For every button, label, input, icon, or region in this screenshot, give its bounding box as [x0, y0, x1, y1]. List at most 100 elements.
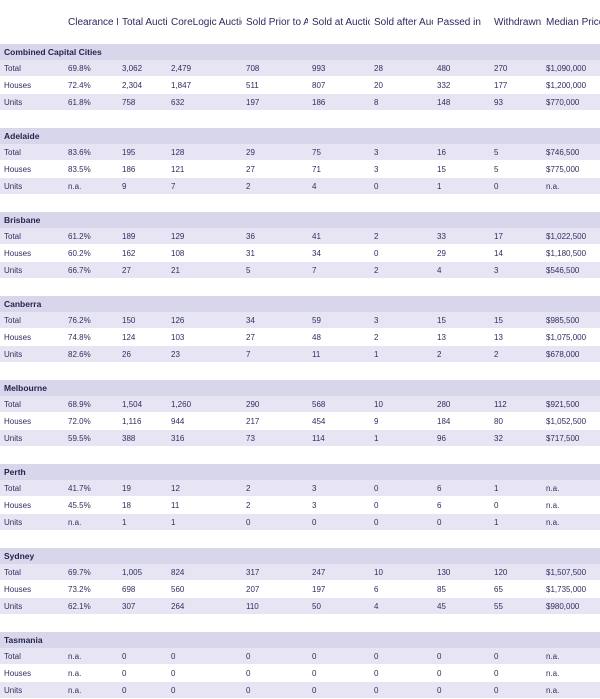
table-row: Total 68.9% 1,504 1,260 290 568 10 280 112 $921,5… — [0, 396, 600, 413]
region-name: Melbourne — [0, 380, 600, 396]
spacer-cell — [0, 446, 600, 464]
table-cell: 2 — [490, 345, 542, 363]
table-cell: 12 — [167, 480, 242, 497]
table-cell: 71 — [308, 160, 370, 178]
table-row: Units n.a. 1 1 0 0 0 0 1 n.a. — [0, 513, 600, 531]
table-cell: 50 — [308, 597, 370, 615]
table-cell: 2 — [242, 480, 308, 497]
table-cell: 31 — [242, 244, 308, 262]
header-cell: Total Auctions — [122, 16, 167, 28]
table-cell: 61.8% — [64, 93, 118, 111]
table-cell: 1 — [490, 513, 542, 531]
table-cell: 0 — [370, 664, 433, 682]
table-row: Total 69.7% 1,005 824 317 247 10 130 120 $1,507,5… — [0, 564, 600, 581]
table-cell: 17 — [490, 228, 542, 245]
table-cell: n.a. — [64, 664, 118, 682]
table-cell: 65 — [490, 580, 542, 598]
table-cell: 0 — [370, 648, 433, 665]
table-row: Houses 72.4% 2,304 1,847 511 807 20 332 177 $1,20… — [0, 76, 600, 94]
region-header-row: Perth — [0, 464, 600, 480]
table-cell: $546,500 — [542, 261, 600, 279]
table-cell: 18 — [118, 496, 167, 514]
table-cell: $746,500 — [542, 144, 600, 161]
table-cell: 280 — [433, 396, 490, 413]
table-cell: 184 — [433, 412, 490, 430]
table-cell: 114 — [308, 429, 370, 447]
table-cell: 4 — [308, 177, 370, 195]
table-cell: 34 — [242, 312, 308, 329]
table-cell: 93 — [490, 93, 542, 111]
table-cell: 15 — [433, 160, 490, 178]
table-cell: 177 — [490, 76, 542, 94]
table-cell: 80 — [490, 412, 542, 430]
table-cell: n.a. — [542, 648, 600, 665]
table-cell: $770,000 — [542, 93, 600, 111]
table-row: Total 61.2% 189 129 36 41 2 33 17 $1,022,500 — [0, 228, 600, 245]
table-cell: 62.1% — [64, 597, 118, 615]
table-cell: 1,504 — [118, 396, 167, 413]
table-row: Units 59.5% 388 316 73 114 1 96 32 $717,500 — [0, 429, 600, 447]
row-label: Houses — [0, 412, 64, 430]
table-cell: $1,200,000 — [542, 76, 600, 94]
table-cell: 0 — [490, 496, 542, 514]
section-spacer — [0, 362, 600, 380]
table-cell: 480 — [433, 60, 490, 77]
table-cell: 11 — [308, 345, 370, 363]
table-cell: 96 — [433, 429, 490, 447]
region-name: Adelaide — [0, 128, 600, 144]
row-label: Units — [0, 93, 64, 111]
table-cell: 4 — [370, 597, 433, 615]
table-cell: 128 — [167, 144, 242, 161]
table-cell: 0 — [490, 177, 542, 195]
table-cell: $1,052,500 — [542, 412, 600, 430]
spacer-cell — [0, 110, 600, 128]
table-cell: 3 — [370, 312, 433, 329]
table-row: Total n.a. 0 0 0 0 0 0 0 n.a. — [0, 648, 600, 665]
table-cell: $775,000 — [542, 160, 600, 178]
table-cell: 1 — [433, 177, 490, 195]
table-cell: 48 — [308, 328, 370, 346]
row-label: Houses — [0, 664, 64, 682]
table-cell: 121 — [167, 160, 242, 178]
table-cell: 3 — [308, 496, 370, 514]
table-cell: 103 — [167, 328, 242, 346]
table-cell: 7 — [167, 177, 242, 195]
table-cell: 15 — [490, 312, 542, 329]
region-name: Combined Capital Cities — [0, 44, 600, 60]
table-cell: 0 — [490, 664, 542, 682]
region-header-row: Sydney — [0, 548, 600, 564]
table-cell: 108 — [167, 244, 242, 262]
table-cell: 27 — [242, 328, 308, 346]
row-label: Houses — [0, 244, 64, 262]
table-cell: 1 — [167, 513, 242, 531]
section-spacer — [0, 278, 600, 296]
table-cell: 27 — [242, 160, 308, 178]
region-name: Sydney — [0, 548, 600, 564]
row-label: Total — [0, 60, 64, 77]
table-cell: 3 — [370, 144, 433, 161]
table-row: Houses n.a. 0 0 0 0 0 0 0 n.a. — [0, 664, 600, 682]
table-cell: 5 — [490, 160, 542, 178]
spacer-cell — [0, 278, 600, 296]
row-label: Units — [0, 597, 64, 615]
table-cell: 824 — [167, 564, 242, 581]
table-cell: 0 — [167, 664, 242, 682]
table-row: Houses 74.8% 124 103 27 48 2 13 13 $1,075,000 — [0, 328, 600, 346]
region-name: Canberra — [0, 296, 600, 312]
table-cell: n.a. — [542, 513, 600, 531]
table-cell: 21 — [167, 261, 242, 279]
table-cell: 2 — [370, 328, 433, 346]
table-cell: 270 — [490, 60, 542, 77]
table-cell: 148 — [433, 93, 490, 111]
table-cell: 3,062 — [118, 60, 167, 77]
table-cell: $921,500 — [542, 396, 600, 413]
table-row: Total 41.7% 19 12 2 3 0 6 1 n.a. — [0, 480, 600, 497]
table-cell: 29 — [433, 244, 490, 262]
table-cell: 247 — [308, 564, 370, 581]
table-row: Houses 45.5% 18 11 2 3 0 6 0 n.a. — [0, 496, 600, 514]
row-label: Houses — [0, 580, 64, 598]
region-name: Tasmania — [0, 632, 600, 648]
section-spacer — [0, 446, 600, 464]
region-header-row: Canberra — [0, 296, 600, 312]
table-cell: 2 — [433, 345, 490, 363]
